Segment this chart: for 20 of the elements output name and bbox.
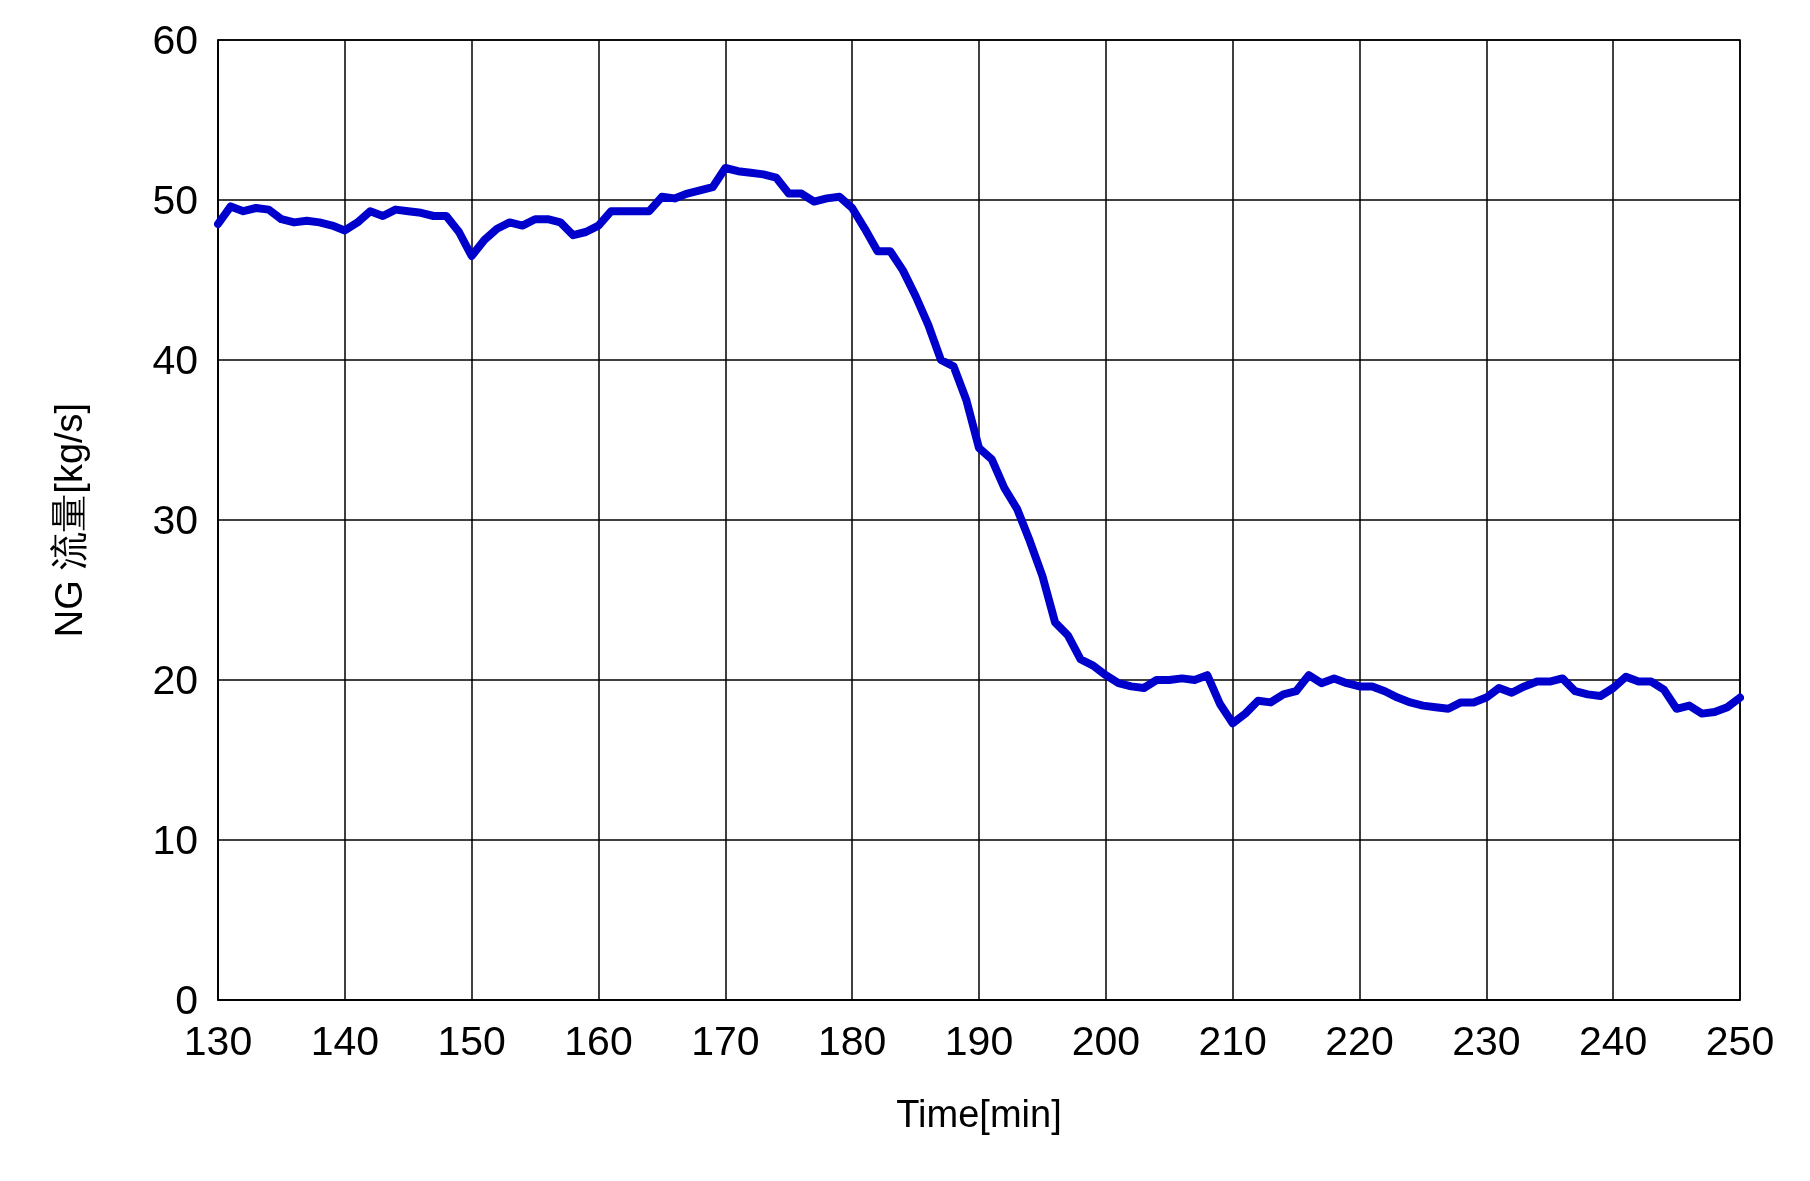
y-tick-label: 40: [152, 337, 198, 383]
y-axis-title: NG 流量[kg/s]: [48, 402, 90, 638]
y-tick-label: 20: [152, 657, 198, 703]
x-tick-label: 250: [1705, 1017, 1775, 1064]
y-tick-label: 30: [152, 497, 198, 543]
x-axis-title: Time[min]: [896, 1093, 1062, 1135]
x-tick-label: 210: [1198, 1017, 1267, 1064]
x-tick-label: 190: [944, 1017, 1014, 1064]
x-tick-label: 240: [1578, 1017, 1648, 1064]
x-tick-label: 160: [564, 1017, 633, 1064]
x-tick-label: 200: [1071, 1017, 1141, 1064]
y-tick-label: 50: [152, 177, 198, 223]
y-tick-label: 10: [152, 817, 198, 863]
x-tick-label: 230: [1452, 1017, 1521, 1064]
x-tick-label: 170: [691, 1017, 760, 1064]
x-tick-label: 140: [310, 1017, 380, 1064]
y-tick-label: 60: [152, 17, 198, 63]
x-tick-label: 180: [817, 1017, 887, 1064]
x-tick-label: 220: [1325, 1017, 1394, 1064]
x-tick-label: 150: [437, 1017, 506, 1064]
